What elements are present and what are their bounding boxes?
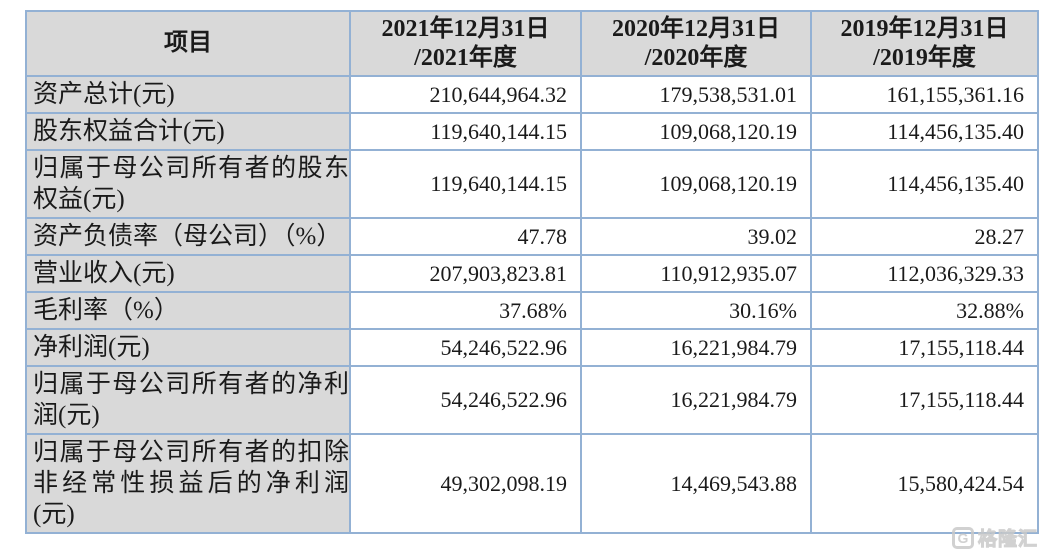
table-body: 资产总计(元) 210,644,964.32 179,538,531.01 161,1… [25,75,1039,534]
row-value: 16,221,984.79 [580,365,812,435]
table-row: 净利润(元) 54,246,522.96 16,221,984.79 17,155,1… [25,328,1039,367]
row-value: 32.88% [810,291,1039,330]
row-value: 37.68% [349,291,582,330]
row-value: 161,155,361.16 [810,75,1039,114]
header-item-cell: 项目 [25,10,351,77]
row-value: 179,538,531.01 [580,75,812,114]
header-period-cell: 2020年12月31日/2020年度 [580,10,812,77]
table-row: 归属于母公司所有者的股东权益(元) 119,640,144.15 109,068,1… [25,149,1039,219]
row-value: 210,644,964.32 [349,75,582,114]
table-row: 毛利率（%） 37.68% 30.16% 32.88% [25,291,1039,330]
row-value: 30.16% [580,291,812,330]
header-period-date: 2021年12月31日 [381,15,550,42]
row-value: 119,640,144.15 [349,149,582,219]
row-value: 28.27 [810,217,1039,256]
row-value: 112,036,329.33 [810,254,1039,293]
table-row: 营业收入(元) 207,903,823.81 110,912,935.07 112,0… [25,254,1039,293]
table-row: 资产总计(元) 210,644,964.32 179,538,531.01 161,1… [25,75,1039,114]
row-value: 16,221,984.79 [580,328,812,367]
row-label: 归属于母公司所有者的扣除非经常性损益后的净利润(元) [25,433,351,534]
row-value: 114,456,135.40 [810,112,1039,151]
row-label: 资产负债率（母公司）（%） [25,217,351,256]
row-label: 净利润(元) [25,328,351,367]
row-value: 14,469,543.88 [580,433,812,534]
header-period-year: /2020年度 [644,44,748,71]
header-period-date: 2019年12月31日 [840,15,1009,42]
row-label: 毛利率（%） [25,291,351,330]
header-period-date: 2020年12月31日 [612,15,780,42]
table-row: 资产负债率（母公司）（%） 47.78 39.02 28.27 [25,217,1039,256]
row-value: 109,068,120.19 [580,112,812,151]
gelonghui-watermark: G 格隆汇 [951,524,1038,551]
row-label: 归属于母公司所有者的净利润(元) [25,365,351,435]
table-row: 股东权益合计(元) 119,640,144.15 109,068,120.19 114… [25,112,1039,151]
financial-summary-table: 项目 2021年12月31日/2021年度 2020年12月31日/2020年度 2… [25,10,1039,534]
header-period-year: /2021年度 [414,44,517,71]
row-value: 54,246,522.96 [349,365,582,435]
table-header-row: 项目 2021年12月31日/2021年度 2020年12月31日/2020年度 2… [25,10,1039,77]
table-row: 归属于母公司所有者的扣除非经常性损益后的净利润(元) 49,302,098.19 1… [25,433,1039,534]
row-value: 39.02 [580,217,812,256]
row-value: 54,246,522.96 [349,328,582,367]
row-value: 17,155,118.44 [810,365,1039,435]
row-value: 49,302,098.19 [349,433,582,534]
row-value: 109,068,120.19 [580,149,812,219]
row-value: 15,580,424.54 [810,433,1039,534]
row-value: 114,456,135.40 [810,149,1039,219]
row-value: 207,903,823.81 [349,254,582,293]
row-label: 资产总计(元) [25,75,351,114]
header-period-cell: 2019年12月31日/2019年度 [810,10,1039,77]
watermark-label: 格隆汇 [977,529,1038,551]
table-row: 归属于母公司所有者的净利润(元) 54,246,522.96 16,221,984.… [25,365,1039,435]
row-label: 营业收入(元) [25,254,351,293]
header-period-cell: 2021年12月31日/2021年度 [349,10,582,77]
row-label: 股东权益合计(元) [25,112,351,151]
gelonghui-logo-icon: G [951,526,974,549]
row-value: 119,640,144.15 [349,112,582,151]
row-value: 47.78 [349,217,582,256]
row-value: 17,155,118.44 [810,328,1039,367]
row-value: 110,912,935.07 [580,254,812,293]
header-period-year: /2019年度 [873,44,976,71]
row-label: 归属于母公司所有者的股东权益(元) [25,149,351,219]
